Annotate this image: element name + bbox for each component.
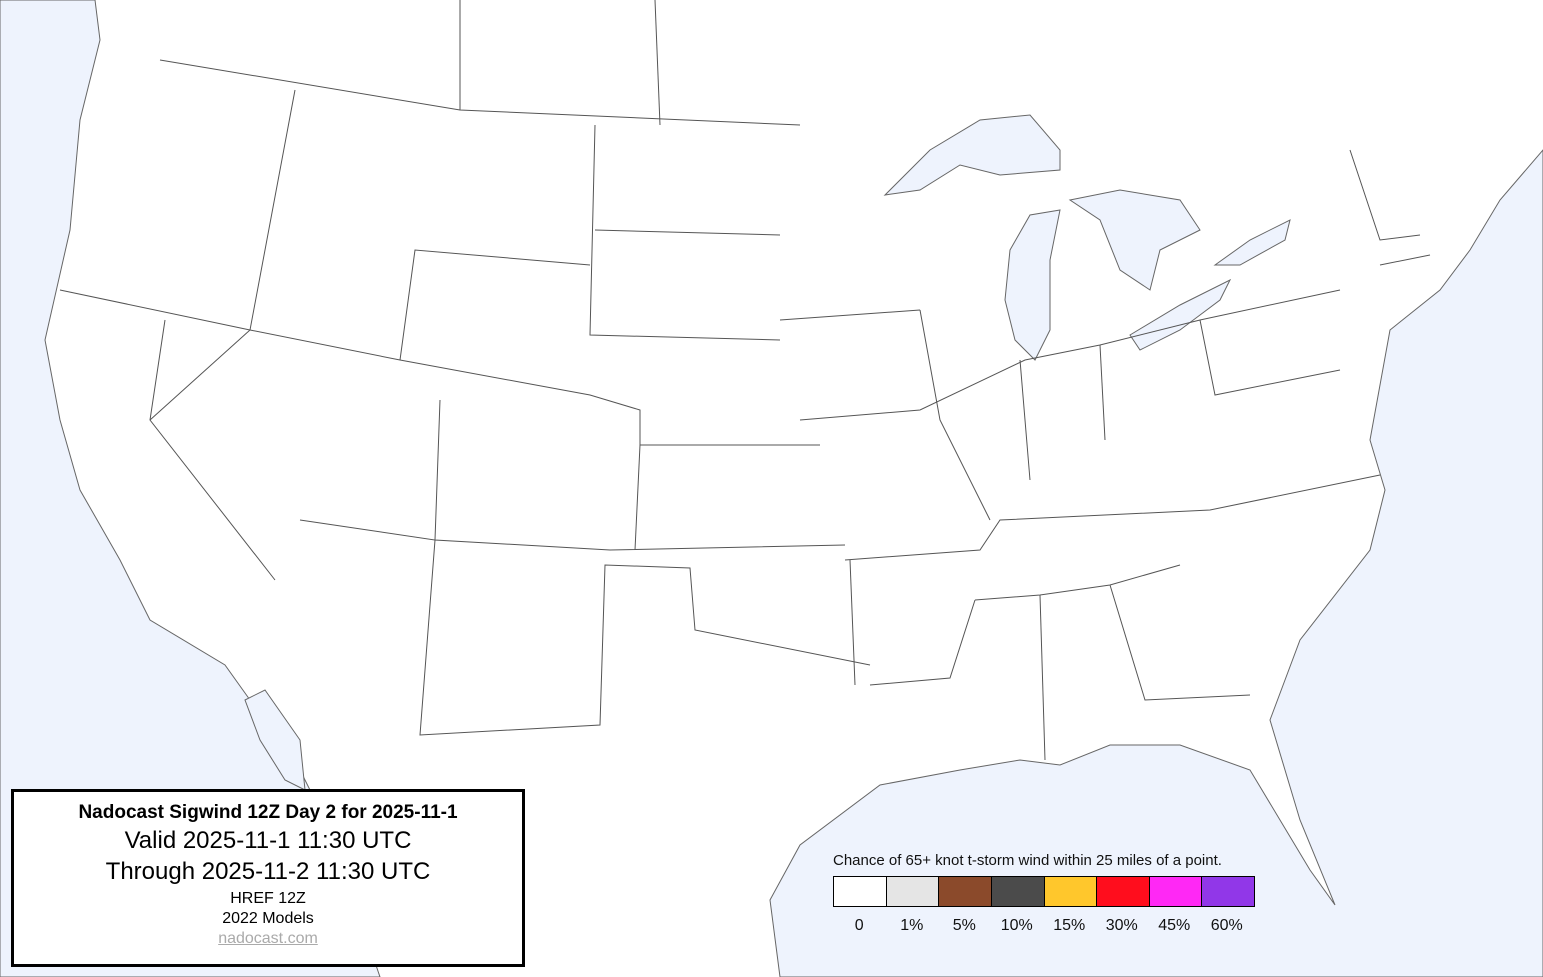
legend-caption: Chance of 65+ knot t-storm wind within 2… <box>833 852 1222 869</box>
legend-label: 5% <box>952 917 976 934</box>
lake-erie <box>1129 278 1232 351</box>
map-title: Nadocast Sigwind 12Z Day 2 for 2025-11-1 <box>78 802 458 823</box>
lake-huron <box>1068 189 1201 291</box>
legend-label: 15% <box>1053 917 1086 934</box>
gulf-and-atlantic <box>769 149 1543 977</box>
legend-swatch <box>886 877 940 906</box>
legend-colorbar <box>833 876 1255 907</box>
model-label: HREF 12Z <box>230 890 306 907</box>
models-version: 2022 Models <box>222 910 314 927</box>
legend-swatch <box>939 877 992 906</box>
lake-ontario <box>1213 219 1291 266</box>
lake-superior <box>883 114 1061 196</box>
legend-label: 10% <box>1000 917 1033 934</box>
legend-labels: 0 1% 5% 10% 15% 30% 45% 60% <box>833 917 1253 935</box>
legend: Chance of 65+ knot t-storm wind within 2… <box>833 852 1273 935</box>
legend-swatch <box>1044 877 1098 906</box>
legend-label: 1% <box>900 917 924 934</box>
legend-swatch <box>1202 877 1254 906</box>
legend-swatch <box>1097 877 1150 906</box>
through-time: Through 2025-11-2 11:30 UTC <box>105 858 431 885</box>
legend-label: 45% <box>1158 917 1191 934</box>
legend-swatch <box>991 877 1045 906</box>
lake-michigan <box>1004 209 1061 361</box>
valid-time: Valid 2025-11-1 11:30 UTC <box>124 827 412 854</box>
legend-label: 60% <box>1210 917 1243 934</box>
legend-label: 0 <box>854 917 864 934</box>
nadocast-link[interactable]: nadocast.com <box>218 930 318 947</box>
legend-label: 30% <box>1105 917 1138 934</box>
legend-swatch <box>1149 877 1203 906</box>
info-box: Nadocast Sigwind 12Z Day 2 for 2025-11-1… <box>11 789 525 967</box>
state-borders <box>59 0 1431 761</box>
legend-swatch <box>834 877 887 906</box>
